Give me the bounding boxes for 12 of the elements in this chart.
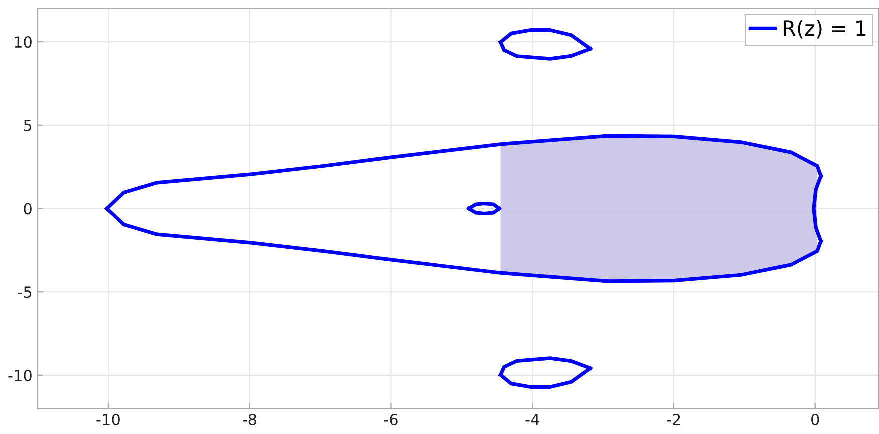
y-tick-label: 0 bbox=[24, 203, 32, 215]
x-tick-label: -10 bbox=[96, 414, 120, 426]
y-tick-label: 5 bbox=[24, 120, 32, 132]
y-tick-label: -10 bbox=[8, 370, 32, 382]
legend-label: R(z) = 1 bbox=[784, 20, 866, 39]
x-tick-label: -8 bbox=[242, 414, 256, 426]
y-tick-label: -5 bbox=[18, 286, 32, 298]
x-tick-label: -2 bbox=[667, 414, 680, 426]
x-tick-label: -6 bbox=[384, 414, 398, 426]
x-tick-label: 0 bbox=[812, 414, 820, 426]
y-tick-label: 10 bbox=[15, 36, 32, 48]
x-tick-label: -4 bbox=[526, 414, 540, 426]
